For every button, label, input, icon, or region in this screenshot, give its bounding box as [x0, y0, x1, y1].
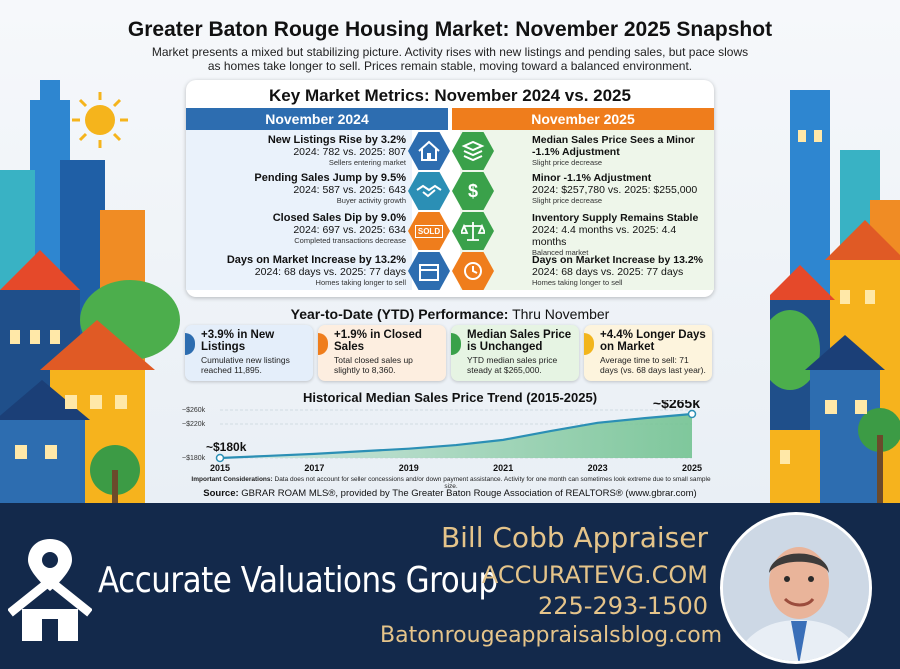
- ytd-desc: Average time to sell: 71 days (vs. 68 da…: [600, 355, 706, 375]
- metric-heading: Median Sales Price Sees a Minor -1.1% Ad…: [532, 134, 695, 158]
- page-subtitle: Market presents a mixed but stabilizing …: [151, 45, 749, 73]
- ytd-accent: [584, 333, 594, 355]
- blog-link[interactable]: Batonrougeappraisalsblog.com: [380, 623, 723, 648]
- page-title: Greater Baton Rouge Housing Market: Nove…: [127, 18, 773, 41]
- metric-heading: Minor -1.1% Adjustment: [532, 172, 652, 184]
- ytd-card-days-on-market: +4.4% Longer Days on Market Average time…: [584, 325, 712, 381]
- metric-price-adjustment: Minor -1.1% Adjustment 2024: $257,780 vs…: [532, 172, 712, 206]
- metric-note: Balanced market: [532, 248, 589, 257]
- metric-note: Homes taking longer to sell: [315, 278, 406, 287]
- start-value-label: ~$180k: [206, 440, 247, 454]
- ytd-card-new-listings: +3.9% in New Listings Cumulative new lis…: [185, 325, 313, 381]
- metric-value: 2024: 4.4 months vs. 2025: 4.4 months: [532, 224, 677, 248]
- stack-icon: [452, 132, 494, 170]
- sold-sign-icon: SOLD: [408, 212, 450, 250]
- x-tick-label: 2019: [399, 463, 419, 473]
- price-trend-chart: ~$260k ~$220k ~$180k 2015 2017 2019 2021 2023 20…: [182, 400, 702, 473]
- y-tick-label: ~$260k: [182, 407, 206, 414]
- metric-value: 2024: 68 days vs. 2025: 77 days: [532, 266, 684, 278]
- brand-name: Accurate Valuations Group: [98, 560, 498, 602]
- metric-heading: New Listings Rise by 3.2%: [267, 134, 406, 146]
- metric-heading: Days on Market Increase by 13.2%: [226, 254, 406, 266]
- metric-note: Slight price decrease: [532, 158, 603, 167]
- metric-heading: Pending Sales Jump by 9.5%: [254, 172, 406, 184]
- city-illustration-left: [0, 80, 180, 503]
- metric-value: 2024: 587 vs. 2025: 643: [293, 184, 406, 196]
- metrics-column-2025: Median Sales Price Sees a Minor -1.1% Ad…: [460, 130, 714, 290]
- website-link[interactable]: ACCURATEVG.COM: [481, 561, 708, 589]
- metric-days-on-market: Days on Market Increase by 13.2% 2024: 6…: [191, 254, 406, 288]
- infographic: Greater Baton Rouge Housing Market: Nove…: [0, 0, 900, 503]
- dollar-icon: $: [452, 172, 494, 210]
- ytd-desc: Total closed sales up slightly to 8,360.: [334, 355, 413, 375]
- ytd-card-median-price: Median Sales Price is Unchanged YTD medi…: [451, 325, 579, 381]
- metric-median-price: Median Sales Price Sees a Minor -1.1% Ad…: [532, 134, 712, 168]
- ytd-title: Year-to-Date (YTD) Performance: Thru Nov…: [290, 306, 610, 322]
- trend-area: [220, 414, 692, 458]
- ytd-heading: +1.9% in Closed Sales: [334, 329, 422, 353]
- x-tick-label: 2017: [304, 463, 324, 473]
- x-tick-label: 2015: [210, 463, 230, 473]
- metrics-title: Key Market Metrics: November 2024 vs. 20…: [269, 86, 631, 105]
- sold-label: SOLD: [414, 224, 444, 238]
- key-metrics-card: Key Market Metrics: November 2024 vs. 20…: [186, 80, 714, 297]
- metric-note: Buyer activity growth: [336, 196, 406, 205]
- y-tick-label: ~$180k: [182, 455, 206, 462]
- metric-note: Slight price decrease: [532, 196, 603, 205]
- metric-icons: $ SOLD: [408, 130, 496, 290]
- metric-value: 2024: 68 days vs. 2025: 77 days: [254, 266, 406, 278]
- metric-heading: Closed Sales Dip by 9.0%: [272, 212, 406, 224]
- x-tick-label: 2025: [682, 463, 702, 473]
- metric-pending-sales: Pending Sales Jump by 9.5% 2024: 587 vs.…: [191, 172, 406, 206]
- calendar-icon: [408, 252, 450, 290]
- metric-heading: Days on Market Increase by 13.2%: [532, 254, 704, 266]
- metric-value: 2024: 782 vs. 2025: 807: [293, 146, 406, 158]
- ytd-desc: YTD median sales price steady at $265,00…: [467, 355, 558, 375]
- metric-closed-sales: Closed Sales Dip by 9.0% 2024: 697 vs. 2…: [191, 212, 406, 246]
- chart-title: Historical Median Sales Price Trend (201…: [302, 390, 598, 405]
- metric-heading: Inventory Supply Remains Stable: [532, 212, 699, 224]
- city-illustration-right: [770, 90, 900, 503]
- footer-banner: Accurate Valuations Group Bill Cobb Appr…: [0, 503, 900, 669]
- metric-note: Completed transactions decrease: [294, 236, 406, 245]
- year-header-2024: November 2024: [186, 108, 448, 130]
- year-header-2025: November 2025: [452, 108, 714, 130]
- end-value-label: ~$265k: [653, 400, 700, 411]
- metric-note: Sellers entering market: [328, 158, 406, 167]
- ytd-heading: Median Sales Price is Unchanged: [467, 329, 572, 353]
- source-line: Source: GBRAR ROAM MLS®, provided by The…: [203, 488, 697, 499]
- ytd-accent: [451, 333, 461, 355]
- metric-days-on-market-2025: Days on Market Increase by 13.2% 2024: 6…: [532, 254, 712, 288]
- ytd-card-closed-sales: +1.9% in Closed Sales Total closed sales…: [318, 325, 446, 381]
- ytd-desc: Cumulative new listings reached 11,895.: [201, 355, 290, 375]
- ytd-accent: [318, 333, 328, 355]
- handshake-icon: [408, 172, 450, 210]
- x-tick-label: 2021: [493, 463, 513, 473]
- metrics-column-2024: New Listings Rise by 3.2% 2024: 782 vs. …: [186, 130, 412, 290]
- house-pin-icon: [8, 539, 92, 641]
- clock-icon: [452, 252, 494, 290]
- metric-value: 2024: $257,780 vs. 2025: $255,000: [532, 184, 698, 196]
- ytd-accent: [185, 333, 195, 355]
- appraiser-name: Bill Cobb Appraiser: [440, 521, 708, 554]
- headshot-photo: [720, 512, 872, 664]
- data-point-2025: [687, 409, 697, 419]
- sun-icon: [72, 92, 128, 148]
- ytd-heading: +3.9% in New Listings: [201, 329, 275, 353]
- metric-new-listings: New Listings Rise by 3.2% 2024: 782 vs. …: [191, 134, 406, 168]
- x-tick-label: 2023: [588, 463, 608, 473]
- data-point-2015: [215, 453, 225, 463]
- ytd-heading: +4.4% Longer Days on Market: [600, 329, 706, 353]
- metric-inventory: Inventory Supply Remains Stable 2024: 4.…: [532, 212, 712, 258]
- scales-icon: [452, 212, 494, 250]
- y-tick-label: ~$220k: [182, 421, 206, 428]
- metric-value: 2024: 697 vs. 2025: 634: [293, 224, 406, 236]
- phone-number[interactable]: 225-293-1500: [537, 592, 708, 620]
- important-considerations: Important Considerations: Data does not …: [191, 476, 711, 490]
- house-icon: [408, 132, 450, 170]
- metric-note: Homes taking longer to sell: [532, 278, 623, 287]
